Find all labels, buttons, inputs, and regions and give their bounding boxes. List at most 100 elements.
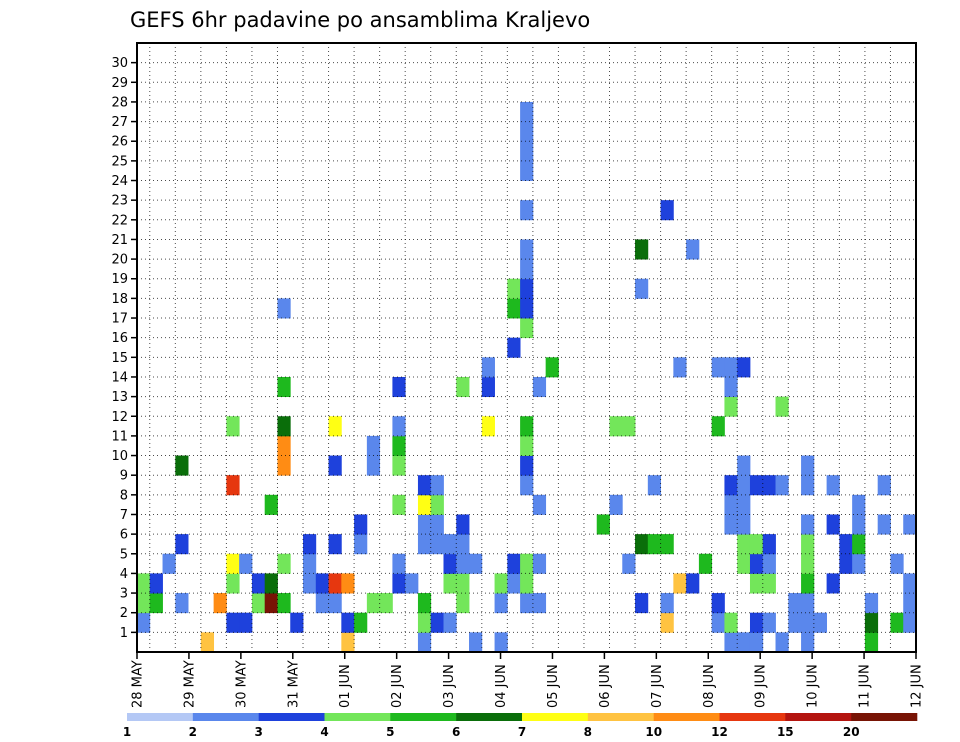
heatmap-cell xyxy=(430,475,444,496)
heatmap-cell xyxy=(890,553,904,574)
heatmap-cell xyxy=(354,514,368,535)
x-tick-label: 28 MAY xyxy=(131,660,146,708)
heatmap-cell xyxy=(737,534,751,555)
heatmap-cell xyxy=(737,357,751,378)
colorbar-swatch xyxy=(258,713,325,721)
heatmap-cell xyxy=(264,593,278,614)
heatmap-cell xyxy=(762,553,776,574)
x-tick-label: 10 JUN xyxy=(806,664,821,708)
heatmap-cell xyxy=(456,534,470,555)
heatmap-cell xyxy=(660,200,674,221)
x-axis-ticks: 28 MAY 29 MAY 30 MAY 31 MAY 01 JUN 02 JUN 03 J… xyxy=(131,652,925,708)
y-tick-label: 2 xyxy=(120,606,128,621)
heatmap-cell xyxy=(635,534,649,555)
heatmap-cell xyxy=(520,298,534,319)
heatmap-cell xyxy=(456,573,470,594)
heatmap-cell xyxy=(520,553,534,574)
heatmap-cell xyxy=(520,573,534,594)
colorbar-swatch xyxy=(324,713,391,721)
heatmap-cell xyxy=(226,573,240,594)
heatmap-cell xyxy=(826,514,840,535)
heatmap-cell xyxy=(277,376,291,398)
heatmap-cell xyxy=(137,612,151,633)
heatmap-cell xyxy=(507,298,521,319)
heatmap-cell xyxy=(826,573,840,594)
colorbar-swatch xyxy=(587,713,654,721)
heatmap-cell xyxy=(456,593,470,614)
x-tick-label: 02 JUN xyxy=(390,664,405,708)
heatmap-cell xyxy=(724,632,738,653)
heatmap-cell xyxy=(303,534,317,555)
heatmap-cell xyxy=(711,593,725,614)
heatmap-cell xyxy=(877,514,891,535)
heatmap-cell xyxy=(162,553,176,574)
heatmap-cell xyxy=(622,553,636,574)
colorbar-swatch xyxy=(456,713,523,721)
colorbar-label: 20 xyxy=(843,725,860,739)
y-tick-label: 17 xyxy=(111,312,128,327)
heatmap-cell xyxy=(609,494,623,515)
heatmap-cell xyxy=(137,573,151,594)
heatmap-cell xyxy=(290,612,304,633)
x-tick-label: 12 JUN xyxy=(910,664,925,708)
heatmap-cell xyxy=(852,494,866,515)
y-tick-label: 27 xyxy=(111,115,128,130)
heatmap-cell xyxy=(264,494,278,515)
heatmap-cell xyxy=(264,573,278,594)
heatmap-cell xyxy=(788,612,802,633)
heatmap-cell xyxy=(545,357,559,378)
x-tick-label: 29 MAY xyxy=(182,660,197,708)
heatmap-cell xyxy=(417,534,432,555)
y-tick-label: 3 xyxy=(120,587,128,602)
heatmap-cell xyxy=(520,593,534,614)
heatmap-cell xyxy=(417,475,432,496)
heatmap-cell xyxy=(494,573,508,594)
heatmap-cell xyxy=(520,318,534,339)
x-tick-label: 09 JUN xyxy=(754,664,769,708)
heatmap-cell xyxy=(724,612,738,633)
heatmap-cell xyxy=(711,416,725,437)
heatmap-cell xyxy=(175,455,189,476)
heatmap-cell xyxy=(392,494,406,515)
heatmap-cell xyxy=(379,593,393,614)
heatmap-cell xyxy=(673,357,687,378)
heatmap-cell xyxy=(520,435,534,456)
heatmap-cell xyxy=(507,573,521,594)
heatmap-cell xyxy=(520,278,534,299)
heatmap-cell xyxy=(635,593,649,614)
y-tick-label: 5 xyxy=(120,547,128,562)
heatmap-cell xyxy=(456,553,470,574)
y-tick-label: 7 xyxy=(120,508,128,523)
y-tick-label: 28 xyxy=(111,95,128,110)
heatmap-cell xyxy=(711,357,725,378)
heatmap-cell xyxy=(839,534,853,555)
y-tick-label: 30 xyxy=(111,56,128,71)
y-tick-label: 9 xyxy=(120,469,128,484)
heatmap-cell xyxy=(315,593,329,614)
colorbar-label: 10 xyxy=(645,725,662,739)
heatmap-cell xyxy=(392,416,406,437)
x-tick-label: 30 MAY xyxy=(234,660,249,708)
heatmap-cell xyxy=(724,514,738,535)
y-tick-label: 10 xyxy=(111,449,128,464)
heatmap-cell xyxy=(328,416,342,437)
heatmap-cell xyxy=(737,494,751,515)
heatmap-cell xyxy=(277,553,291,574)
heatmap-cell xyxy=(686,573,700,594)
heatmap-cell xyxy=(520,200,534,221)
heatmap-cell xyxy=(481,416,495,437)
colorbar-label: 8 xyxy=(584,725,592,739)
heatmap-cell xyxy=(392,553,406,574)
heatmap-cell xyxy=(417,514,432,535)
colorbar-label: 12 xyxy=(711,725,728,739)
heatmap-cell xyxy=(801,455,815,476)
heatmap-cell xyxy=(328,534,342,555)
heatmap-cell xyxy=(813,612,828,633)
heatmap-cell xyxy=(494,593,508,614)
heatmap-cell xyxy=(864,612,879,633)
heatmap-cell xyxy=(877,475,891,496)
heatmap-cell xyxy=(711,612,725,633)
x-tick-label: 04 JUN xyxy=(494,664,509,708)
colorbar-swatch xyxy=(390,713,457,721)
